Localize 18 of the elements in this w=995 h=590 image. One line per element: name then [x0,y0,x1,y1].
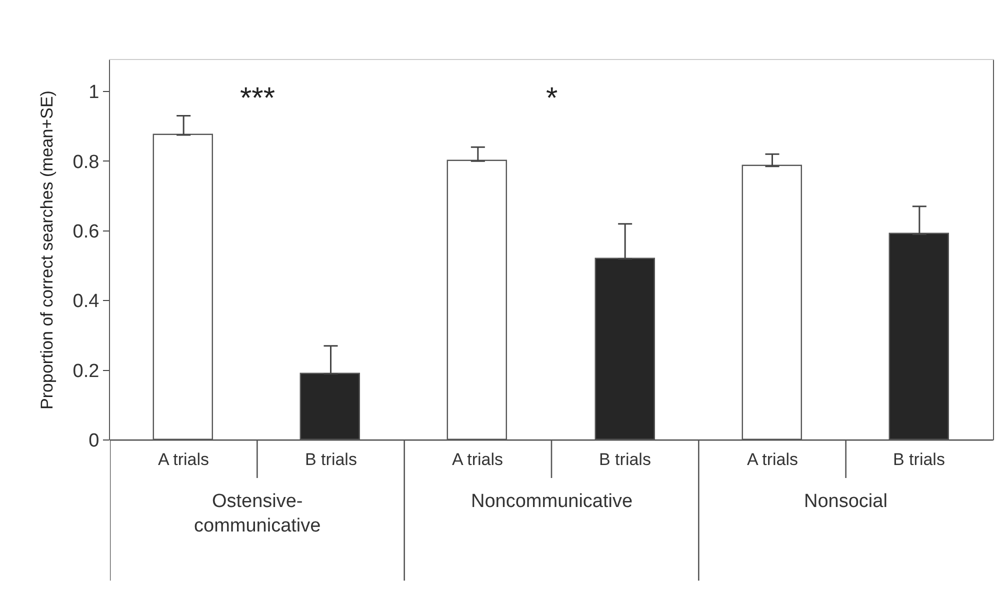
text: Noncommunicative [471,491,633,512]
x-tick-label: B trials [893,450,945,469]
x-tick-label: B trials [305,450,357,469]
x-tick-label: A trials [747,450,798,469]
y-tick-label: 0.8 [72,152,100,173]
x-tick-label: A trials [452,450,504,469]
y-tick-label: 0.4 [72,291,100,312]
y-tick-label: 0.2 [72,360,100,382]
annotation: *** [240,82,276,115]
y-tick-label: 1 [88,82,100,104]
text: Nonsocial [804,491,888,512]
annotation: * [546,82,558,115]
x-tick-label: B trials [599,450,651,469]
x-tick-label: A trials [158,450,210,469]
y-tick-label: 0.6 [72,221,100,242]
y-axis-title: Proportion of correct searches (mean+SE) [37,90,56,410]
y-tick-label: 0 [88,430,100,452]
text: Ostensive- communicative [194,491,321,537]
